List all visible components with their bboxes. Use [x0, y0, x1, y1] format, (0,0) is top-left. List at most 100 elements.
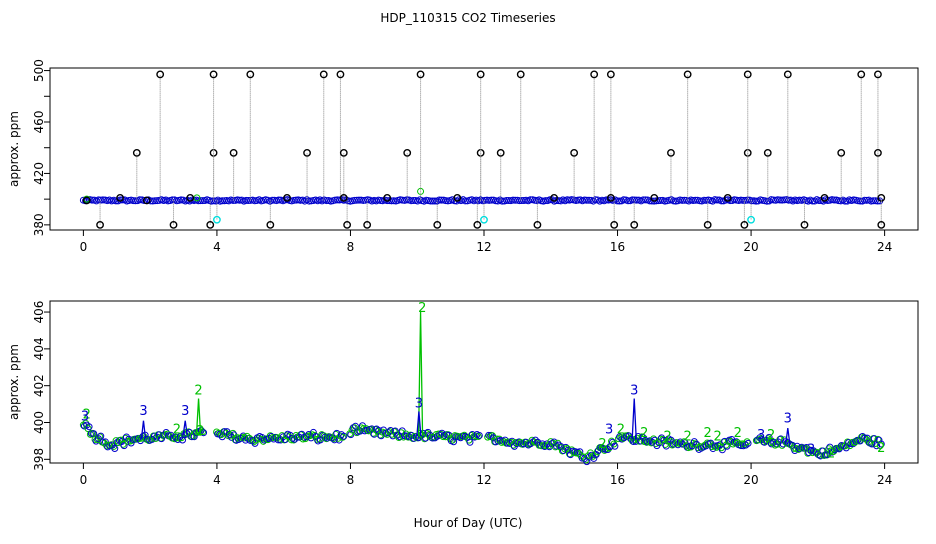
data-point [691, 196, 699, 204]
data-point [340, 432, 348, 440]
data-point [873, 442, 881, 450]
x-tick-label: 16 [610, 473, 625, 487]
data-point [546, 196, 554, 204]
data-point [431, 197, 439, 205]
data-point [498, 197, 506, 205]
series-label: 3 [757, 428, 765, 443]
data-point [383, 197, 391, 205]
data-point [396, 433, 404, 441]
data-point [82, 196, 91, 205]
data-point [246, 196, 254, 204]
data-point [874, 435, 882, 443]
data-point [331, 196, 339, 204]
data-point [311, 432, 319, 440]
spike-line [195, 398, 202, 434]
data-point [744, 439, 752, 447]
data-point [347, 431, 355, 439]
data-point [763, 197, 771, 205]
x-tick-label: 8 [347, 473, 355, 487]
data-point [442, 197, 450, 205]
data-point [874, 70, 882, 79]
data-point [609, 438, 617, 446]
data-point [266, 220, 275, 229]
data-point [687, 443, 695, 451]
data-point [683, 70, 692, 79]
series-label: 2 [194, 384, 202, 399]
data-point [492, 197, 500, 205]
data-point [783, 70, 792, 79]
data-point [509, 196, 517, 204]
spikes [140, 312, 791, 444]
data-point [99, 438, 107, 446]
series-label: 2 [877, 441, 885, 456]
data-point [550, 438, 558, 446]
data-point [854, 197, 862, 205]
data-point [809, 197, 817, 205]
x-tick-label: 20 [743, 240, 758, 254]
data-point [151, 197, 159, 205]
data-point [650, 193, 659, 202]
y-axis-top: 380 420 460 500 [32, 59, 50, 236]
data-point [122, 433, 130, 441]
data-point [313, 435, 321, 443]
data-point [569, 447, 577, 455]
series-cyan [213, 200, 755, 224]
data-point [870, 435, 878, 443]
data-point [269, 434, 277, 442]
data-point [511, 196, 519, 204]
data-point [533, 220, 542, 229]
data-point [713, 196, 721, 204]
data-point [863, 196, 871, 204]
series-label: 2 [418, 301, 426, 316]
data-point [630, 220, 639, 229]
data-point [466, 438, 474, 446]
data-point [287, 436, 295, 444]
data-point [129, 197, 137, 205]
data-point [213, 215, 221, 224]
data-point [291, 435, 299, 443]
series-label: 2 [617, 422, 625, 437]
data-point [841, 197, 849, 205]
x-tick-label: 16 [610, 240, 625, 254]
data-point [820, 193, 829, 202]
data-point [290, 196, 298, 204]
data-point [246, 70, 255, 79]
data-point [835, 197, 843, 205]
data-point [765, 433, 773, 441]
data-point [780, 196, 788, 204]
data-point [229, 429, 237, 437]
data-point [309, 428, 317, 436]
spike-line [416, 411, 422, 437]
data-point [369, 429, 377, 437]
data-point [433, 220, 442, 229]
y-tick-label: 460 [32, 111, 46, 134]
data-point [177, 196, 185, 204]
data-point [305, 197, 313, 205]
data-point [639, 196, 647, 204]
x-tick-label: 4 [213, 473, 221, 487]
data-point [476, 70, 485, 79]
data-point [667, 148, 675, 157]
data-point [88, 196, 96, 204]
data-point [590, 70, 599, 79]
data-point [416, 70, 425, 79]
data-point [244, 197, 252, 205]
data-point [473, 220, 482, 229]
series-label: 3 [139, 404, 147, 419]
data-point [657, 196, 665, 204]
y-tick-label: 404 [32, 337, 46, 360]
data-point [785, 196, 793, 204]
data-point [142, 196, 151, 205]
data-point [319, 70, 328, 79]
data-point [561, 445, 569, 453]
data-point [346, 430, 354, 438]
y-tick-label: 500 [32, 59, 46, 82]
data-point [747, 215, 755, 224]
data-point [132, 148, 141, 157]
y-axis-bottom: 398 400 402 404 406 [32, 301, 50, 471]
data-point [620, 196, 628, 204]
spike-line [182, 420, 188, 436]
series-labels-3: 3 3 3 3 3 3 3 3 3 [81, 384, 815, 458]
